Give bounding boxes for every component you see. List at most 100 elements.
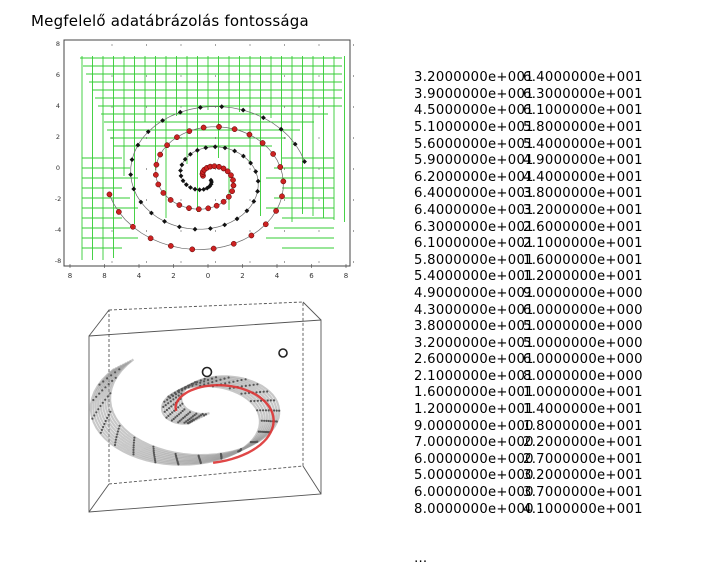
bounding-box-front — [88, 319, 322, 513]
cloud-point — [167, 414, 170, 417]
cloud-point — [174, 416, 177, 419]
cloud-point — [99, 404, 102, 408]
data-point-red — [176, 202, 183, 208]
data-point-red — [248, 232, 255, 239]
cloud-point — [133, 439, 136, 442]
cell-y: 4.1000000e+001 — [523, 501, 643, 517]
cloud-point — [256, 399, 259, 402]
cloud-point — [192, 418, 195, 421]
data-point-red — [157, 151, 164, 158]
cloud-point — [170, 405, 173, 408]
cell-x: 9.0000000e+000 — [414, 418, 534, 434]
cloud-point — [265, 419, 268, 422]
cloud-point — [275, 409, 278, 412]
cloud-point — [172, 417, 175, 421]
data-point-black — [177, 224, 182, 230]
table-row: 1.2000000e+0011.4000000e+001 — [414, 402, 643, 419]
data-point-red — [210, 245, 217, 252]
cell-y: 6.0000000e+000 — [523, 302, 643, 318]
x-tick-label: 8 — [68, 272, 72, 280]
cell-x: 5.0000000e+000 — [414, 468, 534, 484]
cell-x: 6.4000000e+001 — [414, 202, 534, 218]
cloud-point — [188, 411, 192, 414]
cell-y: 1.6000000e+001 — [523, 252, 643, 268]
cloud-point — [194, 381, 197, 384]
cell-y: 2.2000000e+001 — [523, 435, 643, 451]
spiral-scatter-plot: 8 8 4 2 0 2 4 6 8 8 6 4 2 0 -2 -4 -8 — [55, 39, 354, 280]
cloud-point — [177, 389, 180, 392]
cloud-point — [104, 419, 107, 423]
cloud-point — [153, 453, 156, 456]
data-point-red — [231, 126, 238, 132]
cloud-point — [181, 387, 184, 390]
cloud-point — [113, 443, 117, 447]
data-point-red — [216, 123, 222, 130]
data-point-red — [189, 246, 196, 253]
cloud-point — [152, 451, 155, 454]
box-edge — [302, 301, 322, 321]
cloud-point — [173, 391, 176, 394]
table-row: 2.1000000e+0018.0000000e+000 — [414, 369, 643, 386]
cloud-point — [185, 414, 188, 417]
data-point-red — [229, 188, 235, 195]
data-point-red — [186, 205, 192, 211]
cloud-point — [101, 389, 104, 392]
cloud-point — [185, 420, 188, 423]
cell-x: 2.1000000e+001 — [414, 368, 534, 384]
cloud-point — [154, 461, 157, 464]
cell-y: 6.3000000e+001 — [523, 86, 643, 102]
cell-x: 5.4000000e+001 — [414, 269, 534, 285]
cloud-point — [165, 416, 168, 419]
cloud-point — [219, 452, 222, 456]
cloud-point — [98, 383, 101, 386]
cloud-point — [203, 383, 206, 386]
cloud-point — [170, 419, 173, 422]
cell-x: 6.0000000e+000 — [414, 485, 534, 501]
data-point-red — [259, 140, 266, 146]
cloud-point — [93, 414, 96, 417]
cloud-point — [267, 409, 270, 412]
table-row: 5.4000000e+0011.2000000e+001 — [414, 269, 643, 286]
cloud-point — [152, 449, 155, 452]
cell-x: 6.0000000e+000 — [414, 451, 534, 467]
cloud-point — [195, 383, 198, 386]
data-point-red — [277, 164, 284, 170]
cloud-point — [167, 402, 170, 405]
cell-y: 3.8000000e+001 — [523, 186, 643, 202]
cell-x: 5.6000000e+001 — [414, 136, 534, 152]
cloud-point — [177, 413, 181, 416]
cloud-point — [104, 398, 107, 401]
cloud-point — [106, 395, 109, 398]
cloud-point — [197, 454, 200, 457]
cloud-point — [99, 431, 102, 434]
cell-x: 5.8000000e+001 — [414, 252, 534, 268]
cloud-point — [116, 433, 119, 436]
cloud-point — [180, 418, 183, 421]
cloud-point — [219, 378, 222, 381]
cloud-point — [261, 430, 264, 433]
cloud-point — [214, 376, 218, 379]
cell-x: 5.1000000e+001 — [414, 119, 534, 135]
cloud-point — [256, 440, 259, 443]
cell-y: 1.8000000e+001 — [523, 418, 643, 434]
cloud-point — [166, 398, 169, 401]
data-point-red — [167, 197, 174, 203]
cloud-point — [186, 422, 189, 425]
cloud-point — [171, 411, 174, 414]
cell-y: 5.0000000e+000 — [523, 319, 643, 335]
x-tick-labels: 8 8 4 2 0 2 4 6 8 — [68, 264, 348, 280]
cloud-point — [266, 399, 269, 402]
cell-y: 6.4000000e+001 — [523, 70, 643, 86]
cloud-point — [194, 417, 197, 420]
data-point-red — [230, 240, 237, 247]
cloud-point — [256, 383, 259, 386]
roll-strand — [89, 368, 261, 466]
cloud-point — [224, 382, 227, 385]
data-point-black — [131, 186, 137, 192]
cloud-point — [183, 408, 186, 411]
cloud-point — [172, 403, 175, 406]
table-row: 6.0000000e+0002.7000000e+001 — [414, 452, 643, 469]
data-point-red — [155, 181, 162, 188]
cloud-point — [207, 382, 210, 385]
data-point-black — [251, 199, 257, 204]
